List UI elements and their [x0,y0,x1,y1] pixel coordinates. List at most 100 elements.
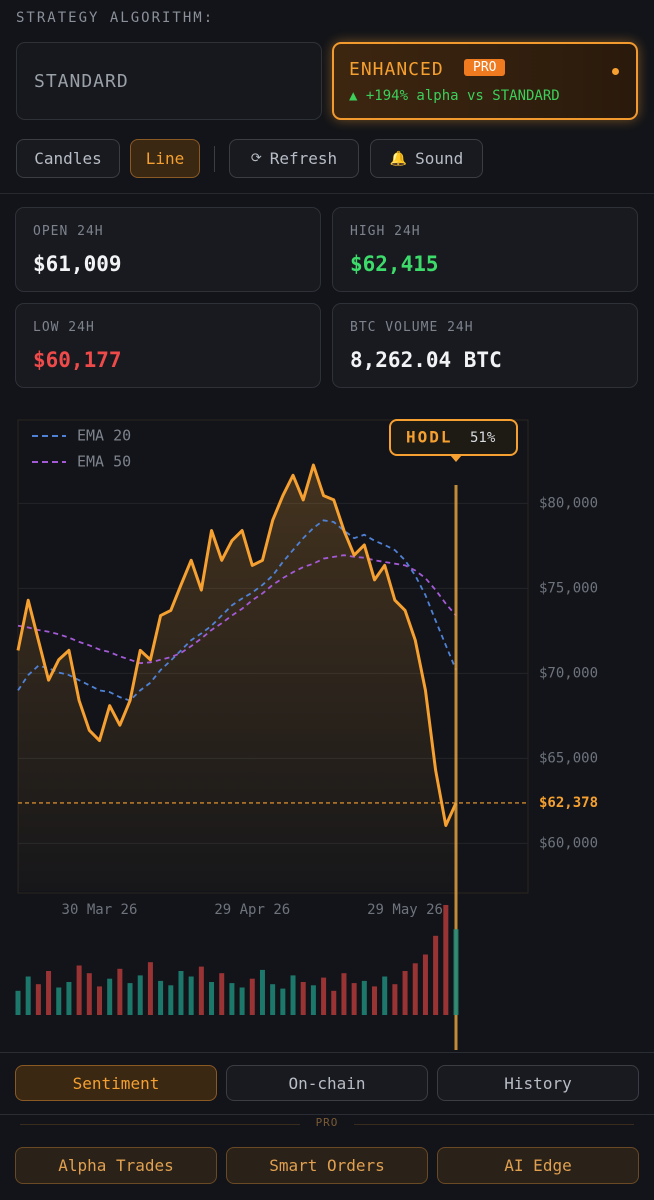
volume-bar [219,973,225,1015]
volume-bar [361,980,367,1015]
y-tick-label: $60,000 [539,835,598,851]
volume-bar [198,966,204,1015]
y-tick-label: $75,000 [539,580,598,596]
tab-label: Sentiment [72,1073,160,1093]
button-label: Sound [415,149,464,168]
volume-bar [392,984,398,1015]
strategy-label: STANDARD [34,71,129,92]
tab[interactable]: On-chain [226,1065,428,1101]
stat-value: $61,009 [33,252,122,276]
volume-bar [280,988,286,1015]
volume-bar [422,954,428,1015]
volume-bar [382,976,388,1015]
volume-bar [259,969,265,1015]
status-dot [612,68,619,75]
volume-bar [107,978,113,1015]
strategy-note: ▲ +194% alpha vs STANDARD [349,88,560,104]
toolbar-button[interactable]: ⟳ Refresh [229,139,359,178]
pro-tab[interactable]: AI Edge [437,1147,639,1184]
button-label: Line [145,149,185,168]
current-price-label: $62,378 [539,795,598,811]
volume-bar [25,976,31,1015]
pro-label: PRO [315,1116,339,1129]
button-label: Candles [34,149,102,168]
ema-line [17,554,457,665]
legend-label: EMA 50 [77,453,131,471]
tab-label: AI Edge [504,1156,572,1175]
volume-bar [56,987,62,1015]
divider [0,1114,654,1115]
volume-bar [229,983,235,1015]
stat-card: HIGH 24H $62,415 [332,207,638,292]
volume-bar [158,980,164,1015]
toolbar-button[interactable]: Candles [16,139,120,178]
legend-label: EMA 20 [77,427,131,445]
pro-badge: PRO [464,59,506,76]
volume-bar [188,976,194,1015]
volume-bar [453,929,459,1015]
volume-bar [117,968,123,1015]
tab-active[interactable]: Sentiment [15,1065,217,1101]
volume-bar [46,971,52,1015]
x-tick-label: 30 Mar 26 [62,902,138,918]
pro-tab[interactable]: Alpha Trades [15,1147,217,1184]
price-area [18,465,456,891]
volume-bar [66,982,72,1015]
tab[interactable]: History [437,1065,639,1101]
volume-bar [249,978,255,1015]
volume-bar [300,982,306,1015]
tab-label: History [504,1073,572,1093]
stat-value: 8,262.04 BTC [350,348,502,372]
volume-bar [290,975,296,1015]
strategy-label: ENHANCED [349,59,444,80]
button-icon: ⟳ [250,151,262,166]
volume-bar [168,985,174,1015]
button-icon: 🔔 [389,150,408,167]
strategy-card-active[interactable]: ENHANCED PRO ▲ +194% alpha vs STANDARD [332,42,638,120]
strategy-card[interactable]: STANDARD [16,42,322,120]
toolbar-button-active[interactable]: Line [130,139,200,178]
volume-bar [443,905,449,1015]
signal-label: HODL [406,428,453,447]
volume-bar [86,973,92,1015]
tab-label: Smart Orders [269,1156,385,1175]
volume-bar [321,977,327,1015]
volume-bar [35,984,41,1015]
divider [0,193,654,194]
volume-bar [15,990,21,1015]
stat-value: $60,177 [33,348,122,372]
signal-strength: 51% [470,430,496,446]
toolbar-button[interactable]: 🔔 Sound [370,139,483,178]
volume-bar [209,982,215,1015]
volume-bar [127,983,133,1015]
y-tick-label: $80,000 [539,495,598,511]
price-chart: $60,000 $65,000 $70,000 $75,000 $80,000 30 Ma… [15,419,598,1050]
volume-bar [147,962,153,1015]
x-tick-label: 29 Apr 26 [214,902,290,918]
volume-bar [96,986,102,1015]
volume-bar [412,963,418,1015]
volume-bar [341,973,347,1015]
volume-bar [270,984,276,1015]
divider [354,1124,634,1125]
divider [20,1124,300,1125]
volume-bar [310,985,316,1015]
x-tick-label: 29 May 26 [367,902,443,918]
tab-label: Alpha Trades [58,1156,174,1175]
button-label: Refresh [269,149,338,168]
stat-label: BTC VOLUME 24H [350,320,474,335]
stat-card: BTC VOLUME 24H 8,262.04 BTC [332,303,638,388]
section-title: STRATEGY ALGORITHM: [16,10,215,26]
tab-label: On-chain [288,1073,366,1093]
pro-tab[interactable]: Smart Orders [226,1147,428,1184]
volume-bar [351,983,357,1015]
volume-bar [331,990,337,1015]
volume-bar [433,935,439,1015]
stat-card: LOW 24H $60,177 [15,303,321,388]
signal-pointer [450,455,462,462]
stat-label: HIGH 24H [350,224,421,239]
separator [214,146,215,172]
y-tick-label: $65,000 [539,750,598,766]
stat-card: OPEN 24H $61,009 [15,207,321,292]
